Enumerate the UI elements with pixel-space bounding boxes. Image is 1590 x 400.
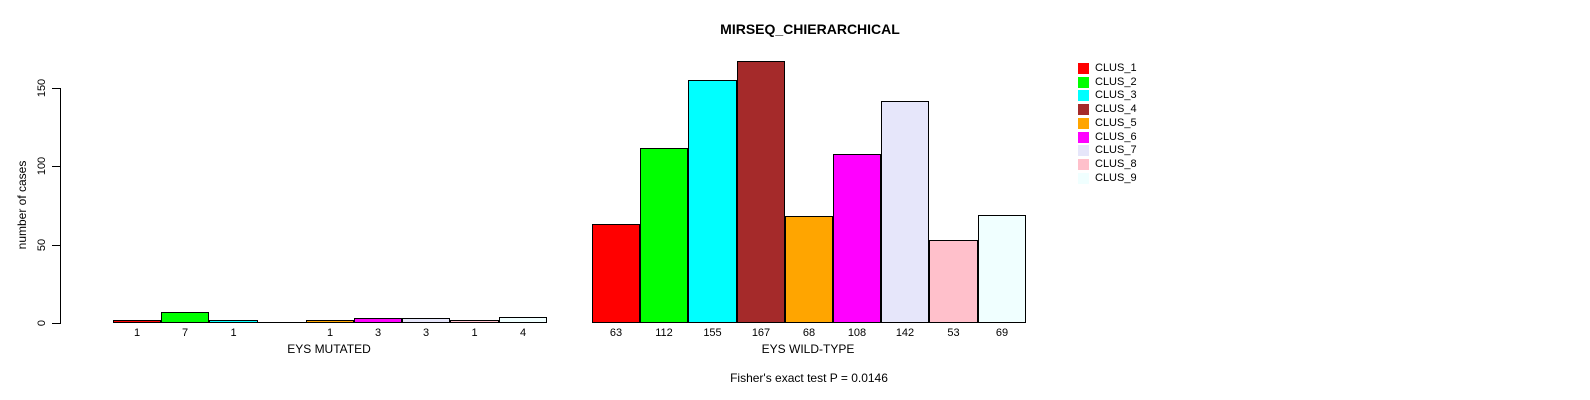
bar-CLUS_5-group0 [306, 320, 354, 323]
legend-swatch-CLUS_5 [1078, 118, 1089, 129]
y-tick-label-100: 100 [36, 156, 48, 176]
bar-CLUS_8-group1 [929, 240, 978, 323]
bar-label-CLUS_1-group0: 1 [133, 327, 141, 339]
legend-swatch-CLUS_2 [1078, 77, 1089, 88]
bar-CLUS_3-group0 [209, 320, 258, 323]
bar-CLUS_3-group1 [688, 80, 737, 323]
bar-label-CLUS_2-group1: 112 [655, 327, 673, 339]
bar-label-CLUS_1-group1: 63 [609, 327, 623, 339]
bar-CLUS_9-group0 [499, 317, 547, 323]
y-tick-label-0: 0 [36, 319, 48, 327]
chart-title: MIRSEQ_CHIERARCHICAL [720, 21, 900, 37]
y-axis-label: number of cases [15, 160, 29, 250]
bar-CLUS_2-group1 [640, 148, 688, 323]
legend-label-CLUS_3: CLUS_3 [1095, 89, 1137, 101]
legend-label-CLUS_9: CLUS_9 [1095, 172, 1137, 184]
bar-CLUS_4-group0 [258, 322, 306, 323]
y-tick-100 [52, 166, 60, 167]
bar-CLUS_6-group1 [833, 154, 881, 323]
bar-label-CLUS_7-group1: 142 [895, 327, 915, 339]
group-label-eys-mutated: EYS MUTATED [287, 342, 371, 356]
legend-label-CLUS_4: CLUS_4 [1095, 103, 1137, 115]
legend-swatch-CLUS_1 [1078, 63, 1089, 74]
legend-swatch-CLUS_9 [1078, 173, 1089, 184]
legend-label-CLUS_6: CLUS_6 [1095, 131, 1137, 143]
y-tick-0 [52, 323, 60, 324]
bar-CLUS_1-group1 [592, 224, 640, 323]
bar-label-CLUS_8-group0: 1 [471, 327, 478, 339]
bar-CLUS_4-group1 [737, 61, 785, 323]
legend-label-CLUS_2: CLUS_2 [1095, 76, 1137, 88]
bar-CLUS_2-group0 [161, 312, 209, 323]
bar-label-CLUS_9-group0: 4 [519, 327, 527, 339]
bar-CLUS_5-group1 [785, 216, 833, 323]
bar-label-CLUS_8-group1: 53 [947, 327, 960, 339]
y-tick-150 [52, 88, 60, 89]
bar-CLUS_6-group0 [354, 318, 402, 323]
footnote: Fisher's exact test P = 0.0146 [730, 371, 888, 385]
bar-label-CLUS_5-group0: 1 [326, 327, 334, 339]
legend-swatch-CLUS_3 [1078, 90, 1089, 101]
y-axis-line [60, 88, 61, 324]
bar-label-CLUS_3-group1: 155 [703, 327, 722, 339]
bar-label-CLUS_6-group0: 3 [374, 327, 382, 339]
bar-CLUS_8-group0 [450, 320, 499, 323]
legend-swatch-CLUS_8 [1078, 159, 1089, 170]
bar-label-CLUS_5-group1: 68 [802, 327, 816, 339]
legend-swatch-CLUS_4 [1078, 104, 1089, 115]
bar-label-CLUS_2-group0: 7 [181, 327, 189, 339]
legend-swatch-CLUS_6 [1078, 132, 1089, 143]
bar-CLUS_7-group1 [881, 101, 929, 323]
legend-swatch-CLUS_7 [1078, 145, 1089, 156]
legend-label-CLUS_8: CLUS_8 [1095, 158, 1137, 170]
bar-label-CLUS_6-group1: 108 [847, 327, 867, 339]
bar-CLUS_1-group0 [113, 320, 161, 323]
bar-CLUS_7-group0 [402, 318, 450, 323]
legend-label-CLUS_1: CLUS_1 [1095, 62, 1137, 74]
bar-CLUS_9-group1 [978, 215, 1026, 323]
bar-label-CLUS_9-group1: 69 [995, 327, 1009, 339]
y-tick-label-150: 150 [36, 78, 48, 98]
legend-label-CLUS_7: CLUS_7 [1095, 144, 1137, 156]
bar-label-CLUS_7-group0: 3 [422, 327, 430, 339]
y-tick-50 [52, 245, 60, 246]
group-label-eys-wild-type: EYS WILD-TYPE [761, 342, 855, 356]
legend-label-CLUS_5: CLUS_5 [1095, 117, 1137, 129]
bar-label-CLUS_3-group0: 1 [230, 327, 237, 339]
bar-label-CLUS_4-group1: 167 [751, 327, 771, 339]
y-tick-label-50: 50 [36, 238, 48, 252]
